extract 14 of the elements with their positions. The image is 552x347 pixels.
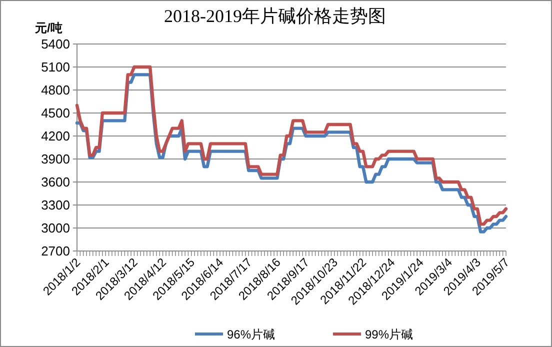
y-tick-label: 3000 <box>41 220 70 236</box>
y-tick-label: 4500 <box>41 106 70 120</box>
y-tick-label: 4800 <box>41 82 70 98</box>
y-tick-label: 3600 <box>41 174 70 190</box>
legend-label: 99%片碱 <box>365 328 414 342</box>
y-tick-label: 3300 <box>41 198 70 212</box>
y-tick-label: 5400 <box>41 36 70 52</box>
y-tick-label: 2700 <box>41 244 70 258</box>
legend-label: 96%片碱 <box>227 328 276 342</box>
chart-title: 2018-2019年片碱价格走势图 <box>164 6 386 26</box>
y-tick-label: 5100 <box>41 60 70 74</box>
y-axis-title: 元/吨 <box>34 21 62 35</box>
y-tick-label: 3900 <box>41 152 70 166</box>
y-tick-label: 4200 <box>41 128 70 144</box>
